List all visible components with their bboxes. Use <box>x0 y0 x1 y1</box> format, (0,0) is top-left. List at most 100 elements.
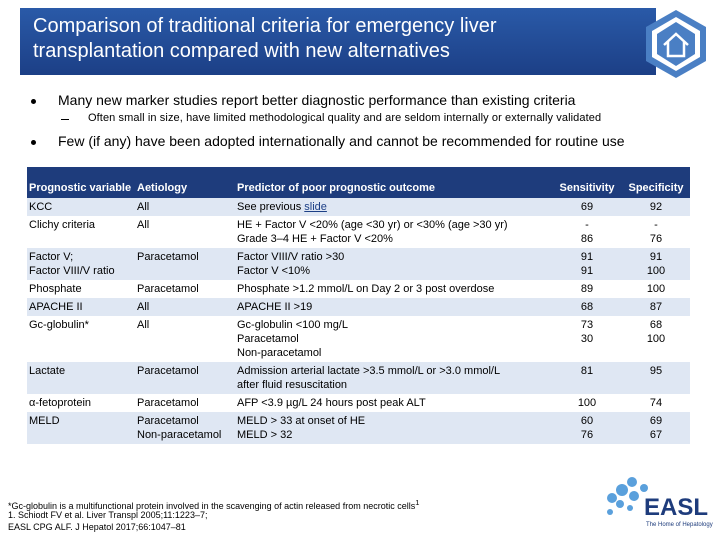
table-cell: Gc-globulin <100 mg/L Paracetamol Non-para… <box>235 316 552 362</box>
table-cell: Phosphate <box>27 280 135 298</box>
cell-line: MELD <box>29 415 60 427</box>
table-cell: MELD <box>27 412 135 444</box>
cell-line: Admission arterial lactate >3.5 mmol/L o… <box>237 365 501 377</box>
column-header: Aetiology <box>135 167 235 198</box>
cell-line: Phosphate >1.2 mmol/L on Day 2 or 3 post… <box>237 283 495 295</box>
cell-line: See previous slide <box>237 200 550 214</box>
table-cell: 68 <box>552 298 622 316</box>
cell-line: 100 <box>577 397 597 409</box>
cell-line: 60 <box>580 415 594 427</box>
table-cell: 69 67 <box>622 412 690 444</box>
table-row: MELD Paracetamol Non-paracetamol MELD > 33 … <box>27 412 690 444</box>
table-cell: 95 <box>622 362 690 394</box>
cell-line: - <box>654 219 658 231</box>
cell-line: Paracetamol <box>137 283 199 295</box>
bullet-text: Often small in size, have limited method… <box>88 112 602 124</box>
table-cell: Paracetamol Non-paracetamol <box>135 412 235 444</box>
cell-line: MELD > 33 at onset of HE <box>237 415 366 427</box>
cell-line: Factor VIII/V ratio <box>29 265 115 277</box>
bullet-text: Few (if any) have been adopted internati… <box>58 133 625 149</box>
cell-line: Paracetamol <box>137 365 199 377</box>
table-cell: 69 <box>552 198 622 216</box>
cell-line: 30 <box>580 333 594 345</box>
home-icon[interactable] <box>640 8 712 80</box>
column-header: Predictor of poor prognostic outcome <box>235 167 552 198</box>
table-cell: MELD > 33 at onset of HE MELD > 32 <box>235 412 552 444</box>
table-cell: 89 <box>552 280 622 298</box>
table-row: Factor V; Factor VIII/V ratio Paracetamol F… <box>27 248 690 280</box>
cell-line: 91 <box>580 251 594 263</box>
table-cell: Paracetamol <box>135 362 235 394</box>
table-row: Phosphate Paracetamol Phosphate >1.2 mmol/… <box>27 280 690 298</box>
table-cell: All <box>135 316 235 362</box>
cell-line: All <box>137 301 150 313</box>
table-cell: 68 100 <box>622 316 690 362</box>
cell-line: 100 <box>646 265 666 277</box>
table-cell: KCC <box>27 198 135 216</box>
cell-line: All <box>137 219 150 231</box>
cell-line: α-fetoprotein <box>29 397 92 409</box>
footnote-text: EASL CPG ALF. J Hepatol 2017;66:1047–81 <box>8 522 186 532</box>
footnote-text: 1. Schiodt FV et al. Liver Transpl 2005;… <box>8 510 208 520</box>
cell-line: HE + Factor V <20% (age <30 yr) or <30% … <box>237 219 508 231</box>
cell-text: See previous <box>237 201 305 213</box>
cell-line: 86 <box>580 233 594 245</box>
cell-line: 100 <box>646 333 666 345</box>
table-cell: 74 <box>622 394 690 412</box>
table-cell: 91 100 <box>622 248 690 280</box>
table-cell: All <box>135 198 235 216</box>
cell-line: - <box>585 219 589 231</box>
table-cell: APACHE II <box>27 298 135 316</box>
table-cell: 60 76 <box>552 412 622 444</box>
cell-line: 91 <box>649 251 663 263</box>
table-cell: 81 <box>552 362 622 394</box>
footnote-sup: 1 <box>415 498 420 507</box>
table-row: KCC All See previous slide 69 92 <box>27 198 690 216</box>
table-row: APACHE II All APACHE II >19 68 87 <box>27 298 690 316</box>
cell-line: All <box>137 201 150 213</box>
table-cell: Factor VIII/V ratio >30 Factor V <10% <box>235 248 552 280</box>
cell-line: Paracetamol <box>237 333 299 345</box>
table: Prognostic variable Aetiology Predictor of… <box>27 167 690 444</box>
cell-line: 76 <box>649 233 663 245</box>
cell-line: 67 <box>649 429 663 441</box>
title-line: transplantation compared with new altern… <box>33 40 450 62</box>
table-row: Lactate Paracetamol Admission arterial lac… <box>27 362 690 394</box>
table-cell: Clichy criteria <box>27 216 135 248</box>
table-cell: Paracetamol <box>135 394 235 412</box>
cell-line: Clichy criteria <box>29 219 96 231</box>
slide-title: Comparison of traditional criteria for e… <box>33 14 497 64</box>
cell-line: Non-paracetamol <box>237 347 322 359</box>
table-cell: Admission arterial lactate >3.5 mmol/L o… <box>235 362 552 394</box>
cell-line: AFP <3.9 µg/L 24 hours post peak ALT <box>237 397 426 409</box>
link[interactable]: slide <box>304 201 327 213</box>
column-header: Prognostic variable <box>27 167 135 198</box>
cell-line: 91 <box>580 265 594 277</box>
cell-line: APACHE II <box>29 301 83 313</box>
table-cell: 100 <box>622 280 690 298</box>
cell-line: 81 <box>580 365 594 377</box>
table-cell: AFP <3.9 µg/L 24 hours post peak ALT <box>235 394 552 412</box>
cell-line: 95 <box>649 365 663 377</box>
easl-logo: EASL The Home of Hepatology <box>607 477 713 528</box>
cell-line: Factor VIII/V ratio >30 <box>237 251 345 263</box>
bullet-dot <box>31 140 36 145</box>
table-cell: Paracetamol <box>135 280 235 298</box>
table-cell: Gc-globulin* <box>27 316 135 362</box>
table-cell: 100 <box>552 394 622 412</box>
cell-line: 76 <box>580 429 594 441</box>
table-row: Gc-globulin* All Gc-globulin <100 mg/L Para… <box>27 316 690 362</box>
footnote: EASL CPG ALF. J Hepatol 2017;66:1047–81 <box>8 522 186 532</box>
table-row: Clichy criteria All HE + Factor V <20% (ag… <box>27 216 690 248</box>
cell-line: 74 <box>649 397 663 409</box>
cell-line: 69 <box>580 201 594 213</box>
table-cell: Paracetamol <box>135 248 235 280</box>
cell-line: Factor V <10% <box>237 265 311 277</box>
table-cell: 92 <box>622 198 690 216</box>
column-header: Sensitivity <box>552 167 622 198</box>
cell-line: KCC <box>29 201 53 213</box>
cell-line: Paracetamol <box>137 251 199 263</box>
bullet-dot <box>31 99 36 104</box>
cell-line: Factor V; <box>29 251 74 263</box>
table-cell: All <box>135 298 235 316</box>
